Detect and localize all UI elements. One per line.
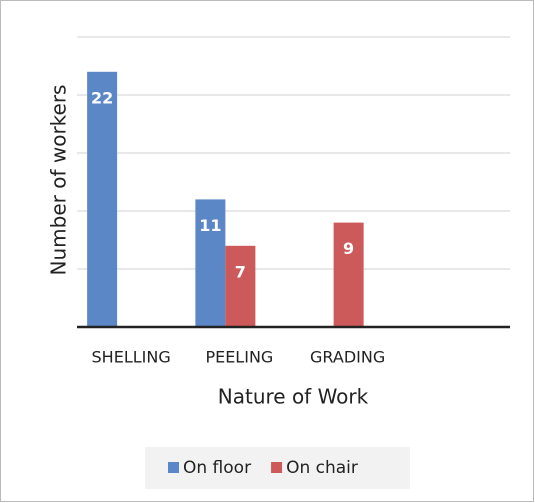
legend-swatch: [168, 462, 179, 473]
legend-label: On chair: [286, 458, 358, 478]
y-axis-title: Number of workers: [47, 85, 71, 276]
data-label: 22: [91, 88, 113, 107]
data-label: 11: [199, 216, 221, 235]
bar: [225, 245, 256, 327]
legend-swatch: [271, 462, 283, 473]
x-tick-label: SHELLING: [92, 348, 171, 367]
x-tick-label: GRADING: [310, 348, 385, 367]
bar: [333, 222, 364, 327]
bar: [87, 71, 118, 327]
legend-label: On floor: [183, 458, 251, 478]
x-tick-label: PEELING: [205, 348, 273, 367]
bar: [195, 199, 226, 327]
data-label: 9: [343, 239, 354, 258]
x-axis-title: Nature of Work: [218, 385, 369, 409]
data-label: 7: [235, 262, 246, 281]
